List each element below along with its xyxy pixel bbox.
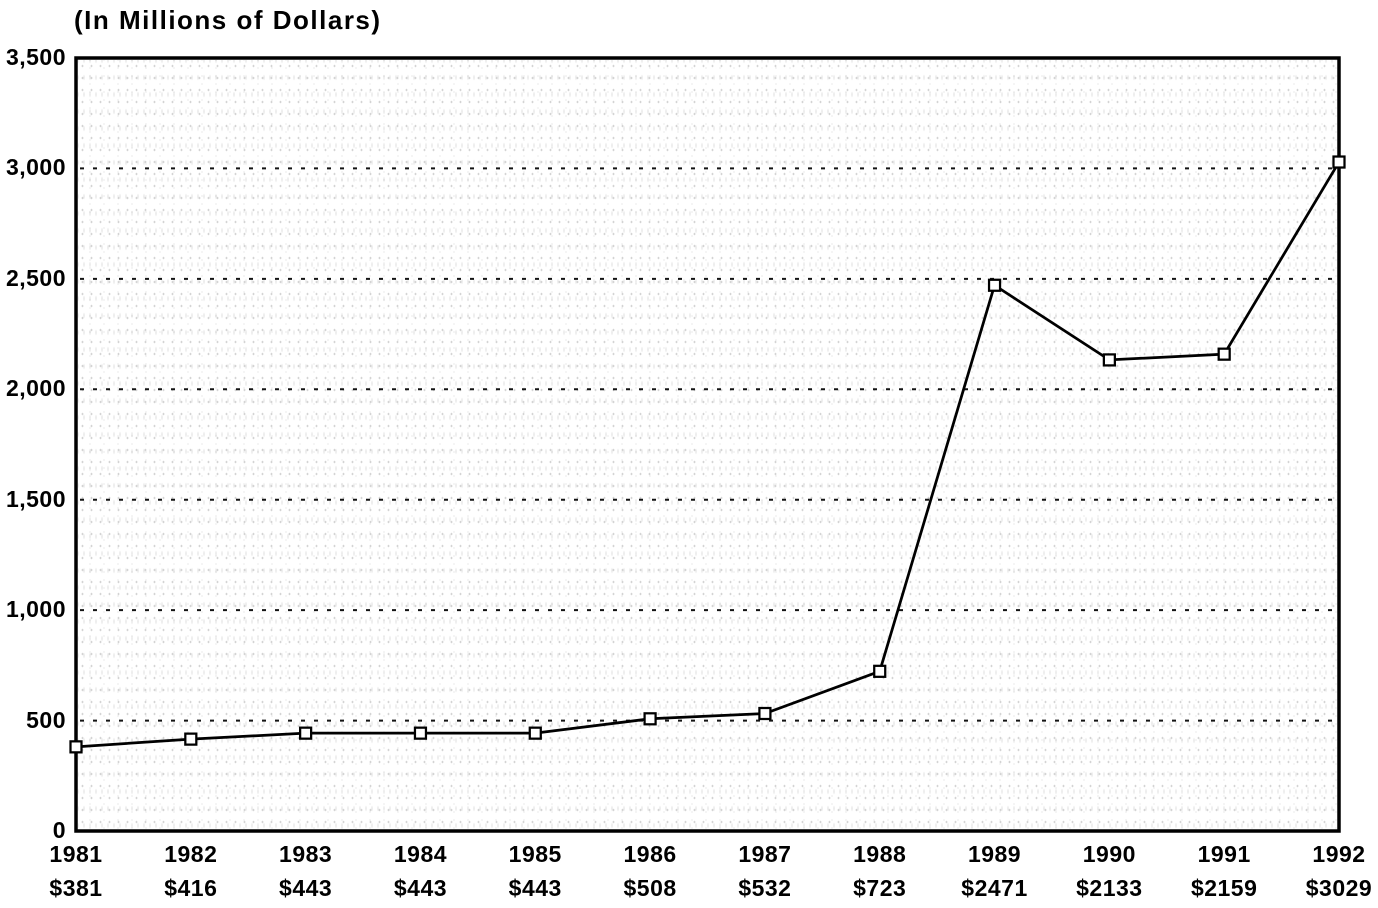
year-label-1985: 1985	[508, 841, 562, 867]
y-tick-label-2000: 2,000	[5, 375, 66, 402]
x-label-1991: 1991 $2159	[1166, 841, 1282, 902]
value-label-1987: $532	[738, 875, 792, 901]
y-tick-label-3500: 3,500	[5, 44, 66, 70]
year-label-1990: 1990	[1082, 841, 1136, 867]
y-tick-label-3000: 3,000	[5, 154, 66, 181]
y-tick-label-1000: 1,000	[5, 596, 66, 623]
x-label-1989: 1989 $2471	[937, 841, 1053, 902]
x-label-1988: 1988 $723	[822, 841, 938, 902]
y-tick-label-2500: 2,500	[5, 264, 66, 291]
x-label-1986: 1986 $508	[592, 841, 708, 902]
year-label-1986: 1986	[623, 841, 677, 867]
year-label-1981: 1981	[49, 841, 103, 867]
data-marker-1985	[528, 726, 542, 740]
year-label-1989: 1989	[967, 841, 1022, 867]
data-marker-1984	[413, 726, 428, 740]
year-label-1983: 1983	[279, 841, 333, 867]
x-label-1992: 1992 $3029	[1281, 841, 1378, 902]
year-label-1982: 1982	[164, 841, 218, 867]
y-tick-label-500: 500	[26, 706, 66, 733]
y-tick-label-0: 0	[52, 817, 66, 843]
value-label-1988: $723	[853, 875, 907, 901]
value-label-1983: $443	[279, 875, 333, 901]
data-marker-1988	[873, 664, 887, 678]
x-label-1984: 1984 $443	[362, 841, 478, 902]
x-label-1983: 1983 $443	[248, 841, 364, 902]
value-label-1985: $443	[508, 875, 562, 901]
data-marker-1992	[1332, 155, 1346, 169]
y-axis-labels: 0 500 1,000 1,500 2,000 2,500 3,000 3,500	[0, 0, 66, 908]
year-label-1988: 1988	[853, 841, 907, 867]
data-marker-1987	[758, 706, 772, 721]
x-label-1985: 1985 $443	[477, 841, 593, 902]
plot-border	[74, 56, 1341, 833]
chart-title: (In Millions of Dollars)	[74, 5, 382, 35]
x-label-1987: 1987 $532	[707, 841, 823, 902]
year-label-1987: 1987	[738, 841, 792, 867]
value-label-1981: $381	[49, 875, 103, 901]
data-marker-1991	[1217, 347, 1231, 361]
data-marker-1983	[299, 726, 313, 740]
data-marker-1981	[69, 740, 83, 754]
value-label-1990: $2133	[1076, 875, 1143, 901]
y-tick-label-1500: 1,500	[5, 485, 66, 512]
data-marker-1986	[643, 712, 657, 726]
year-label-1984: 1984	[393, 841, 448, 867]
x-label-1981: 1981 $381	[18, 841, 134, 902]
data-marker-1982	[184, 732, 198, 746]
value-label-1989: $2471	[961, 875, 1028, 901]
value-label-1982: $416	[164, 875, 218, 901]
data-line	[75, 161, 1341, 749]
year-label-1992: 1992	[1312, 841, 1366, 867]
data-marker-1989	[987, 278, 1002, 292]
year-label-1991: 1991	[1197, 841, 1251, 867]
x-label-1990: 1990 $2133	[1051, 841, 1167, 902]
data-marker-1990	[1102, 353, 1116, 367]
x-label-1982: 1982 $416	[133, 841, 249, 902]
plot-area	[78, 60, 1337, 829]
value-label-1992: $3029	[1305, 875, 1373, 901]
value-label-1986: $508	[623, 875, 677, 901]
value-label-1984: $443	[393, 875, 448, 901]
value-label-1991: $2159	[1190, 875, 1258, 901]
